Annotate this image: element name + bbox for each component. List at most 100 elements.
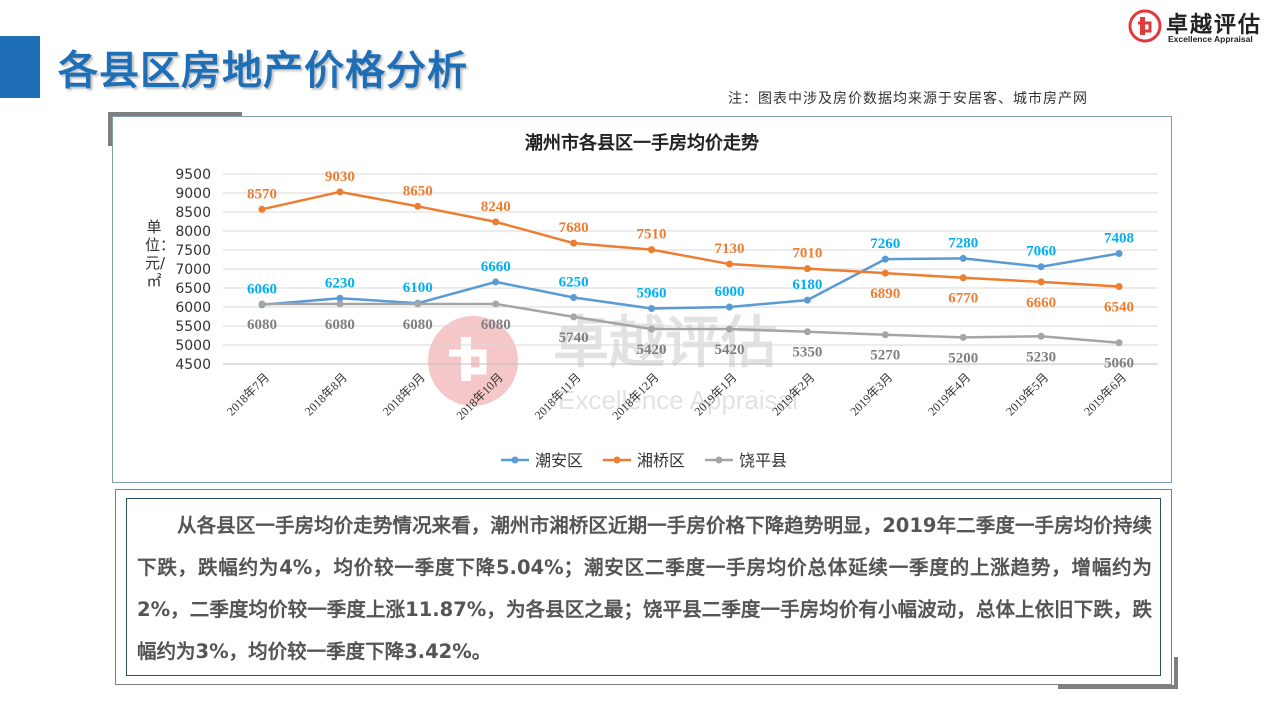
data-label: 6250: [559, 275, 589, 291]
chart-gridlines: [223, 173, 1158, 365]
watermark-logo-icon: [428, 316, 518, 406]
data-point: [492, 218, 500, 226]
data-label: 7260: [870, 236, 900, 252]
data-label: 5420: [714, 342, 744, 358]
data-label: 5420: [637, 342, 667, 358]
data-label: 6080: [403, 317, 433, 333]
y-tick-label: 6000: [175, 300, 211, 316]
data-label: 6080: [325, 317, 355, 333]
data-label: 6060: [247, 282, 277, 298]
data-label: 6080: [247, 317, 277, 333]
y-tick-label: 7500: [175, 243, 211, 259]
series-line: [261, 252, 1120, 310]
data-label: 6000: [714, 284, 744, 300]
series-line: [261, 302, 1120, 344]
data-point: [336, 294, 344, 302]
data-point: [803, 265, 811, 273]
data-label: 7680: [559, 220, 589, 236]
data-point: [648, 246, 656, 254]
data-point: [803, 296, 811, 304]
brand-logo: 卓越评估 Excellence Appraisal: [1128, 6, 1278, 46]
data-point: [1037, 263, 1045, 271]
data-point: [959, 254, 967, 262]
price-trend-chart: 卓越评估 Excellence Appraisal 潮州市各县区一手房均价走势 …: [112, 116, 1172, 483]
data-point: [414, 300, 422, 308]
data-source-note: 注：图表中涉及房价数据均来源于安居客、城市房产网: [728, 91, 1088, 107]
data-label: 7060: [1026, 244, 1056, 260]
legend-label: 潮安区: [535, 451, 583, 470]
data-point: [725, 325, 733, 333]
data-point: [258, 300, 266, 308]
x-tick-label: 2019年3月: [847, 370, 895, 418]
data-point: [1115, 339, 1123, 347]
data-point: [648, 325, 656, 333]
data-label: 5060: [1104, 356, 1134, 372]
legend-item: 饶平县: [705, 451, 787, 470]
data-label: 9030: [325, 169, 355, 185]
y-tick-label: 5500: [175, 319, 211, 335]
title-accent-bar: [0, 36, 40, 98]
data-label: 7510: [637, 227, 667, 243]
watermark-subtitle: Excellence Appraisal: [558, 385, 798, 415]
data-point: [1037, 332, 1045, 340]
y-tick-label: 8000: [175, 224, 211, 240]
data-label: 5350: [792, 345, 822, 361]
logo-subtitle: Excellence Appraisal: [1168, 34, 1253, 44]
data-point: [492, 278, 500, 286]
data-label: 6540: [1104, 299, 1134, 315]
y-tick-label: 6500: [175, 281, 211, 297]
y-axis-ticks: 4500 5000 5500 6000 6500 7000 7500 8000 8500 9000…: [175, 167, 211, 373]
watermark-name: 卓越评估: [553, 311, 777, 376]
data-point: [258, 205, 266, 213]
data-label: 6660: [1026, 295, 1056, 311]
data-label: 8570: [247, 186, 277, 202]
data-label: 6230: [325, 275, 355, 291]
x-tick-label: 2019年4月: [925, 370, 973, 418]
data-point: [881, 269, 889, 277]
data-label: 6080: [481, 317, 511, 333]
data-point: [1115, 249, 1123, 257]
data-label: 7130: [714, 241, 744, 257]
data-point: [570, 294, 578, 301]
data-labels: 6060 6230 6100 6660 6250 5960 6000 6180 7260 7280…: [247, 169, 1134, 372]
y-tick-label: 8500: [175, 205, 211, 221]
legend-marker: [511, 456, 519, 464]
data-label: 5270: [870, 348, 900, 364]
y-axis-label: 单位：元/㎡: [145, 218, 176, 290]
x-tick-label: 2018年7月: [224, 370, 272, 418]
data-point: [803, 328, 811, 336]
y-tick-label: 7000: [175, 262, 211, 278]
data-point: [959, 333, 967, 341]
data-point: [881, 331, 889, 339]
summary-inner-frame: 从各县区一手房均价走势情况来看，潮州市湘桥区近期一手房价格下降趋势明显，2019…: [126, 498, 1161, 676]
data-point: [1037, 278, 1045, 286]
data-label: 5230: [1026, 349, 1056, 365]
y-tick-label: 5000: [175, 338, 211, 354]
legend-item: 湘桥区: [603, 451, 685, 470]
legend-label: 湘桥区: [637, 451, 685, 470]
series-line: [261, 190, 1120, 288]
data-label: 6100: [403, 280, 433, 296]
logo-icon: [1128, 9, 1162, 43]
data-label: 5200: [948, 350, 978, 366]
data-label: 5960: [637, 286, 667, 302]
data-point: [648, 305, 656, 313]
chart-legend: 潮安区 湘桥区 饶平县: [501, 451, 787, 470]
chart-canvas: 卓越评估 Excellence Appraisal 潮州市各县区一手房均价走势 …: [175, 132, 1158, 470]
legend-label: 饶平县: [739, 451, 787, 470]
chart-title: 潮州市各县区一手房均价走势: [525, 132, 759, 154]
legend-marker: [613, 456, 621, 464]
logo-name: 卓越评估: [1166, 13, 1263, 38]
data-label: 8650: [403, 183, 433, 199]
data-point: [414, 202, 422, 210]
data-point: [1115, 282, 1123, 290]
data-label: 8240: [481, 199, 511, 215]
y-tick-label: 4500: [175, 357, 211, 373]
x-tick-label: 2018年9月: [380, 370, 428, 418]
summary-box: 从各县区一手房均价走势情况来看，潮州市湘桥区近期一手房价格下降趋势明显，2019…: [115, 489, 1172, 685]
data-point: [336, 300, 344, 308]
y-tick-label: 9000: [175, 186, 211, 202]
chart-series: [258, 188, 1123, 347]
data-point: [570, 239, 578, 247]
frame-corner-decoration: [1058, 657, 1178, 689]
